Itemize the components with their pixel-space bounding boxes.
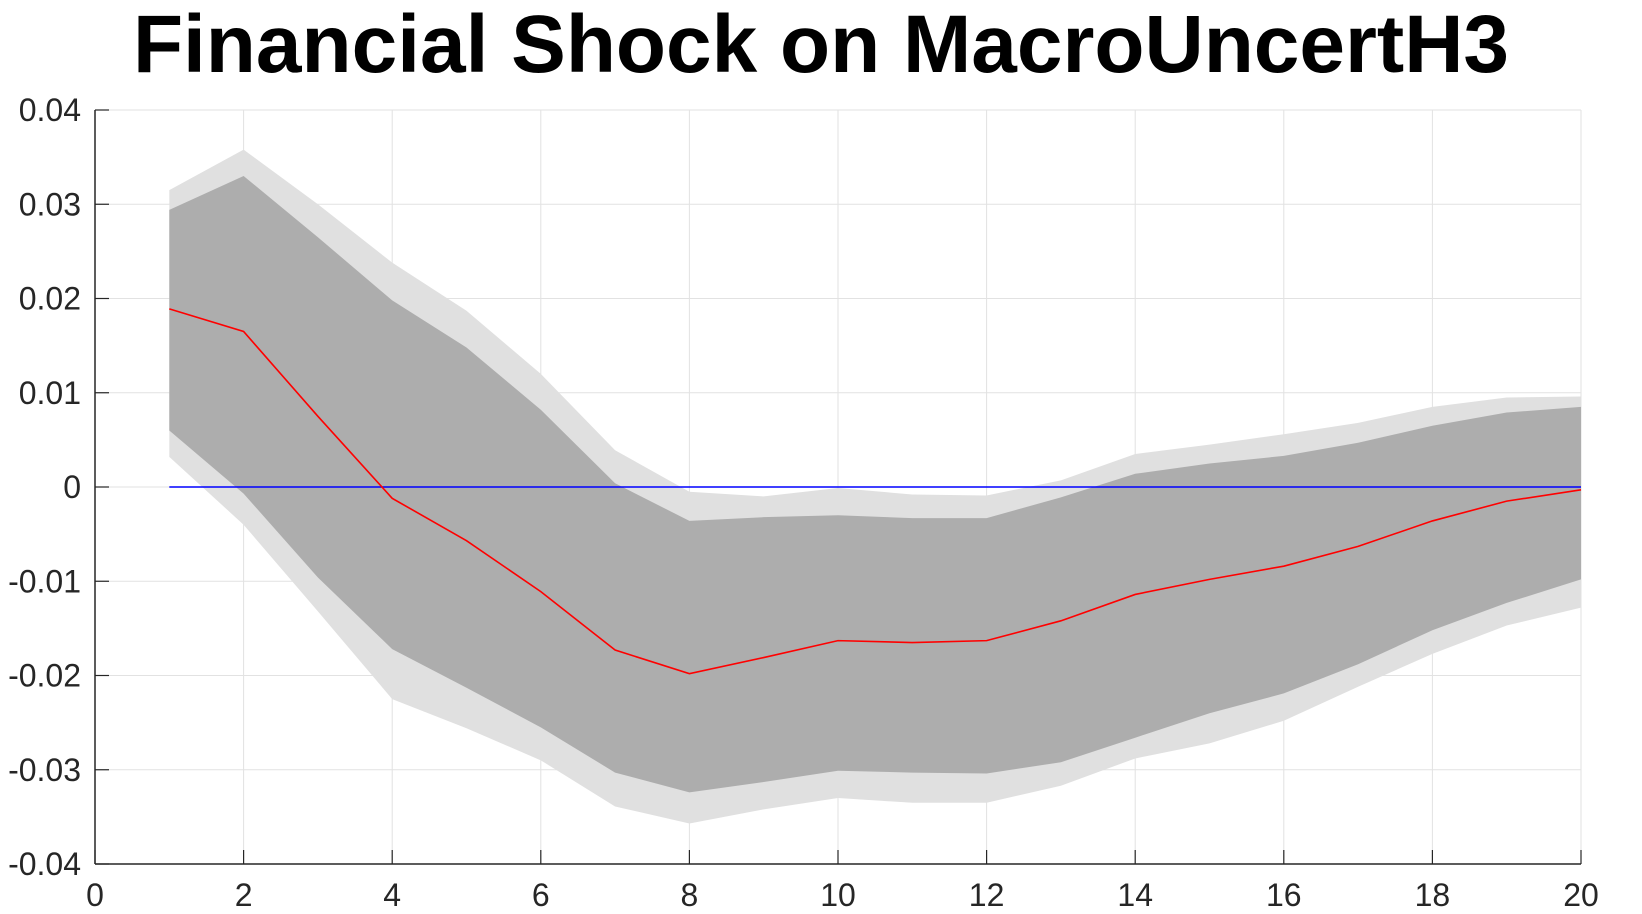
y-tick-labels: 0.04 0.03 0.02 0.01 0 -0.01 -0.02 -0.03 -0.04	[8, 92, 81, 882]
y-tick-label: 0.02	[19, 281, 81, 317]
x-tick-label: 16	[1266, 877, 1302, 913]
y-tick-label: -0.02	[8, 658, 81, 694]
y-tick-label: 0	[63, 469, 81, 505]
y-tick-label: 0.04	[19, 92, 81, 128]
band-layer	[169, 149, 1581, 824]
x-tick-label: 2	[235, 877, 253, 913]
y-tick-label: -0.04	[8, 846, 81, 882]
y-tick-label: -0.01	[8, 563, 81, 599]
x-tick-labels: 0 2 4 6 8 10 12 14 16 18 20	[86, 877, 1599, 913]
x-tick-label: 8	[681, 877, 699, 913]
x-tick-label: 18	[1415, 877, 1451, 913]
x-tick-label: 0	[86, 877, 104, 913]
median-line	[169, 308, 1582, 675]
x-tick-label: 14	[1117, 877, 1153, 913]
x-tick-label: 12	[969, 877, 1005, 913]
x-tick-label: 6	[532, 877, 550, 913]
inner-band	[169, 175, 1581, 793]
y-tick-label: 0.01	[19, 375, 81, 411]
y-tick-label: 0.03	[19, 186, 81, 222]
x-tick-label: 20	[1563, 877, 1599, 913]
y-tick-label: -0.03	[8, 752, 81, 788]
chart-title: Financial Shock on MacroUncertH3	[132, 0, 1510, 90]
line-layer	[169, 308, 1582, 675]
x-tick-label: 10	[820, 877, 856, 913]
axis-layer	[94, 109, 1582, 865]
x-tick-label: 4	[383, 877, 401, 913]
